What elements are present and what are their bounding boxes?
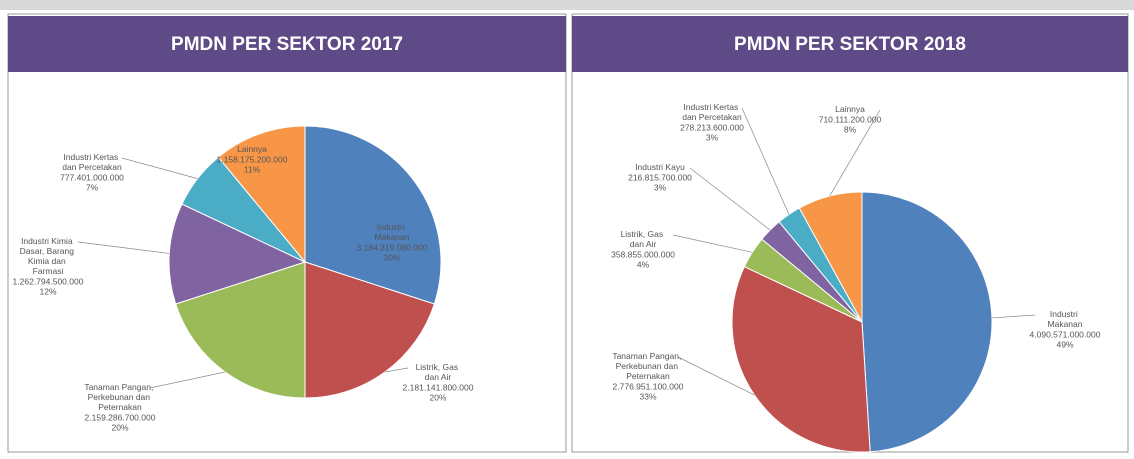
- data-label-amount: 4.090.571.000.000: [1030, 329, 1101, 339]
- leader-line: [672, 234, 753, 253]
- data-label: 4%: [637, 259, 650, 269]
- leader-line: [689, 167, 771, 231]
- data-label: 3%: [654, 182, 667, 192]
- data-label: 20%: [111, 422, 128, 432]
- data-label: 11%: [244, 164, 261, 174]
- header-band: [8, 16, 566, 72]
- leader-line: [149, 371, 226, 389]
- data-label: 33%: [639, 391, 656, 401]
- leader-line: [384, 367, 409, 373]
- data-label-amount: 2.776.951.100.000: [613, 381, 684, 391]
- data-label-amount: 1.262.794.500.000: [13, 276, 84, 286]
- data-label: 8%: [844, 124, 857, 134]
- data-label-category: Tanaman Pangan, Perkebunan dan Peternaka…: [84, 382, 155, 412]
- data-label-amount: 216.815.700.000: [628, 172, 692, 182]
- data-label-amount: 2.181.141.800.000: [403, 382, 474, 392]
- data-label-category: Lainnya: [835, 104, 865, 114]
- data-label-category: Tanaman Pangan, Perkebunan dan Peternaka…: [612, 351, 683, 381]
- data-label-category: Industri Makanan: [1048, 309, 1083, 329]
- data-label-category: Industri Kimia Dasar, Barang Kimia dan F…: [20, 236, 77, 276]
- leader-line: [121, 157, 198, 179]
- data-label-category: Listrik, Gas dan Air: [621, 229, 666, 249]
- data-label-amount: 777.401.000.000: [60, 172, 124, 182]
- chart-title: PMDN PER SEKTOR 2017: [171, 34, 403, 55]
- leader-line: [741, 107, 790, 215]
- data-label-amount: 278.213.600.000: [680, 122, 744, 132]
- data-label-category: Industri Kayu: [635, 162, 685, 172]
- leader-line: [829, 109, 881, 197]
- data-label-category: Lainnya: [237, 144, 267, 154]
- pie-slice: [304, 125, 442, 305]
- chart-title: PMDN PER SEKTOR 2018: [734, 34, 966, 55]
- pie-slice: [861, 191, 993, 453]
- leader-line: [991, 314, 1036, 319]
- pie-slice: [798, 191, 863, 323]
- data-label: 49%: [1056, 339, 1073, 349]
- data-label-amount: 3.184.319.080.000: [357, 242, 428, 252]
- data-label-amount: 2.159.286.700.000: [85, 412, 156, 422]
- data-label-category: Industri Makanan: [375, 222, 410, 242]
- data-label-category: Industri Kertas dan Percetakan: [682, 102, 742, 122]
- data-label-amount: 1.158.175.200.000: [217, 154, 288, 164]
- pie-slice: [217, 125, 306, 264]
- data-label: 12%: [39, 286, 56, 296]
- data-label-category: Listrik, Gas dan Air: [416, 362, 461, 382]
- leader-line: [77, 241, 170, 254]
- data-label: 7%: [86, 182, 99, 192]
- data-label-category: Industri Kertas dan Percetakan: [62, 152, 122, 172]
- top-strip: [0, 0, 1134, 10]
- data-label-amount: 710.111.200.000: [819, 114, 882, 124]
- data-label: 3%: [706, 132, 719, 142]
- data-label: 30%: [383, 252, 400, 262]
- data-label-amount: 358.855.000.000: [611, 249, 675, 259]
- data-label: 20%: [429, 392, 446, 402]
- leader-line: [677, 356, 755, 396]
- pie-slice: [731, 265, 871, 453]
- pie-slice: [168, 203, 307, 305]
- header-band: [572, 16, 1128, 72]
